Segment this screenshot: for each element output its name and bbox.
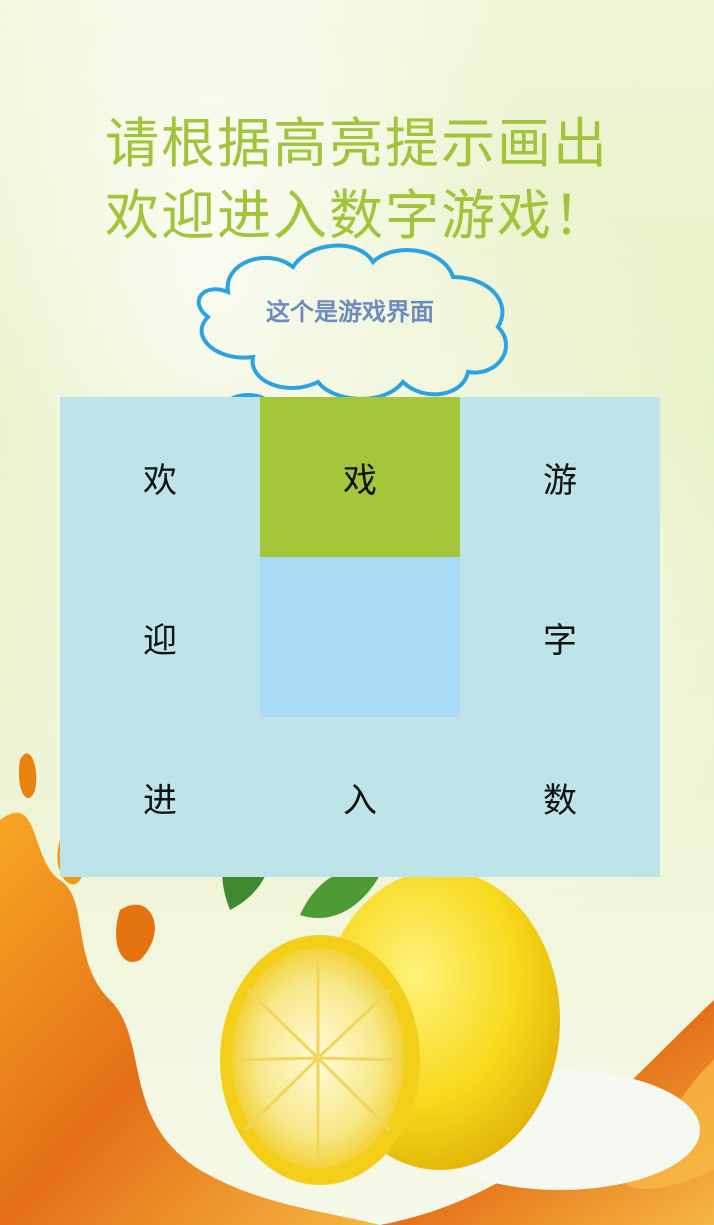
tooltip-text: 这个是游戏界面 <box>266 298 434 326</box>
grid-cell[interactable] <box>260 557 460 717</box>
grid-cell[interactable]: 游 <box>543 460 577 501</box>
grid-cell[interactable]: 迎 <box>143 620 177 661</box>
grid-cell[interactable]: 进 <box>143 780 177 821</box>
instruction-text: 请根据高亮提示画出 <box>105 112 609 175</box>
lemon-juice-background <box>0 753 714 1225</box>
grid-cell[interactable]: 戏 <box>260 397 460 557</box>
grid-cell[interactable]: 字 <box>543 620 577 661</box>
grid-cell[interactable]: 入 <box>343 780 377 821</box>
grid-cell[interactable]: 数 <box>543 780 577 821</box>
game-grid: 欢 戏 游 迎 字 进 入 数 <box>60 397 660 877</box>
grid-cell[interactable]: 欢 <box>143 460 177 501</box>
target-phrase: 欢迎进入数字游戏！ <box>105 184 609 247</box>
